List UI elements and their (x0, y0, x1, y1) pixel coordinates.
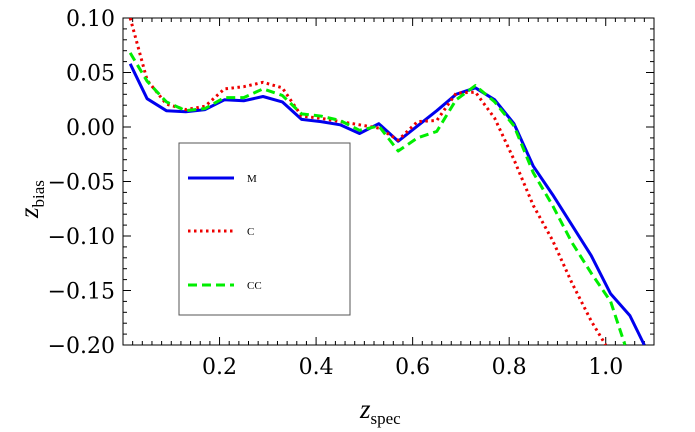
series-line-c (128, 18, 607, 345)
ticks (122, 17, 655, 346)
y-tick-label: 0.10 (66, 7, 115, 32)
y-axis-label: zbias (14, 180, 48, 219)
y-tick-label: 0.05 (66, 62, 115, 87)
legend-label-m: M (247, 173, 257, 185)
y-tick-label: −0.15 (48, 280, 115, 305)
tick-labels: 0.2 0.4 0.6 0.8 1.0 0.10 0.05 0.00 −0.05 −0.10 −0.… (48, 7, 624, 380)
y-tick-label: 0.00 (66, 116, 115, 141)
legend-box (178, 142, 351, 316)
x-axis-label: zspec (359, 394, 401, 428)
y-tick-label: −0.10 (48, 225, 115, 250)
y-tick-label: −0.20 (48, 334, 115, 359)
x-tick-label: 0.6 (395, 355, 430, 380)
x-tick-label: 0.2 (202, 355, 237, 380)
x-tick-label: 1.0 (588, 355, 623, 380)
x-tick-label: 0.8 (492, 355, 527, 380)
legend-label-cc: CC (247, 280, 262, 292)
y-tick-label: −0.05 (48, 171, 115, 196)
x-tick-label: 0.4 (299, 355, 334, 380)
legend: M C CC (178, 142, 351, 316)
legend-label-c: C (247, 226, 254, 238)
series-lines (128, 18, 646, 345)
series-line-cc (128, 52, 627, 345)
